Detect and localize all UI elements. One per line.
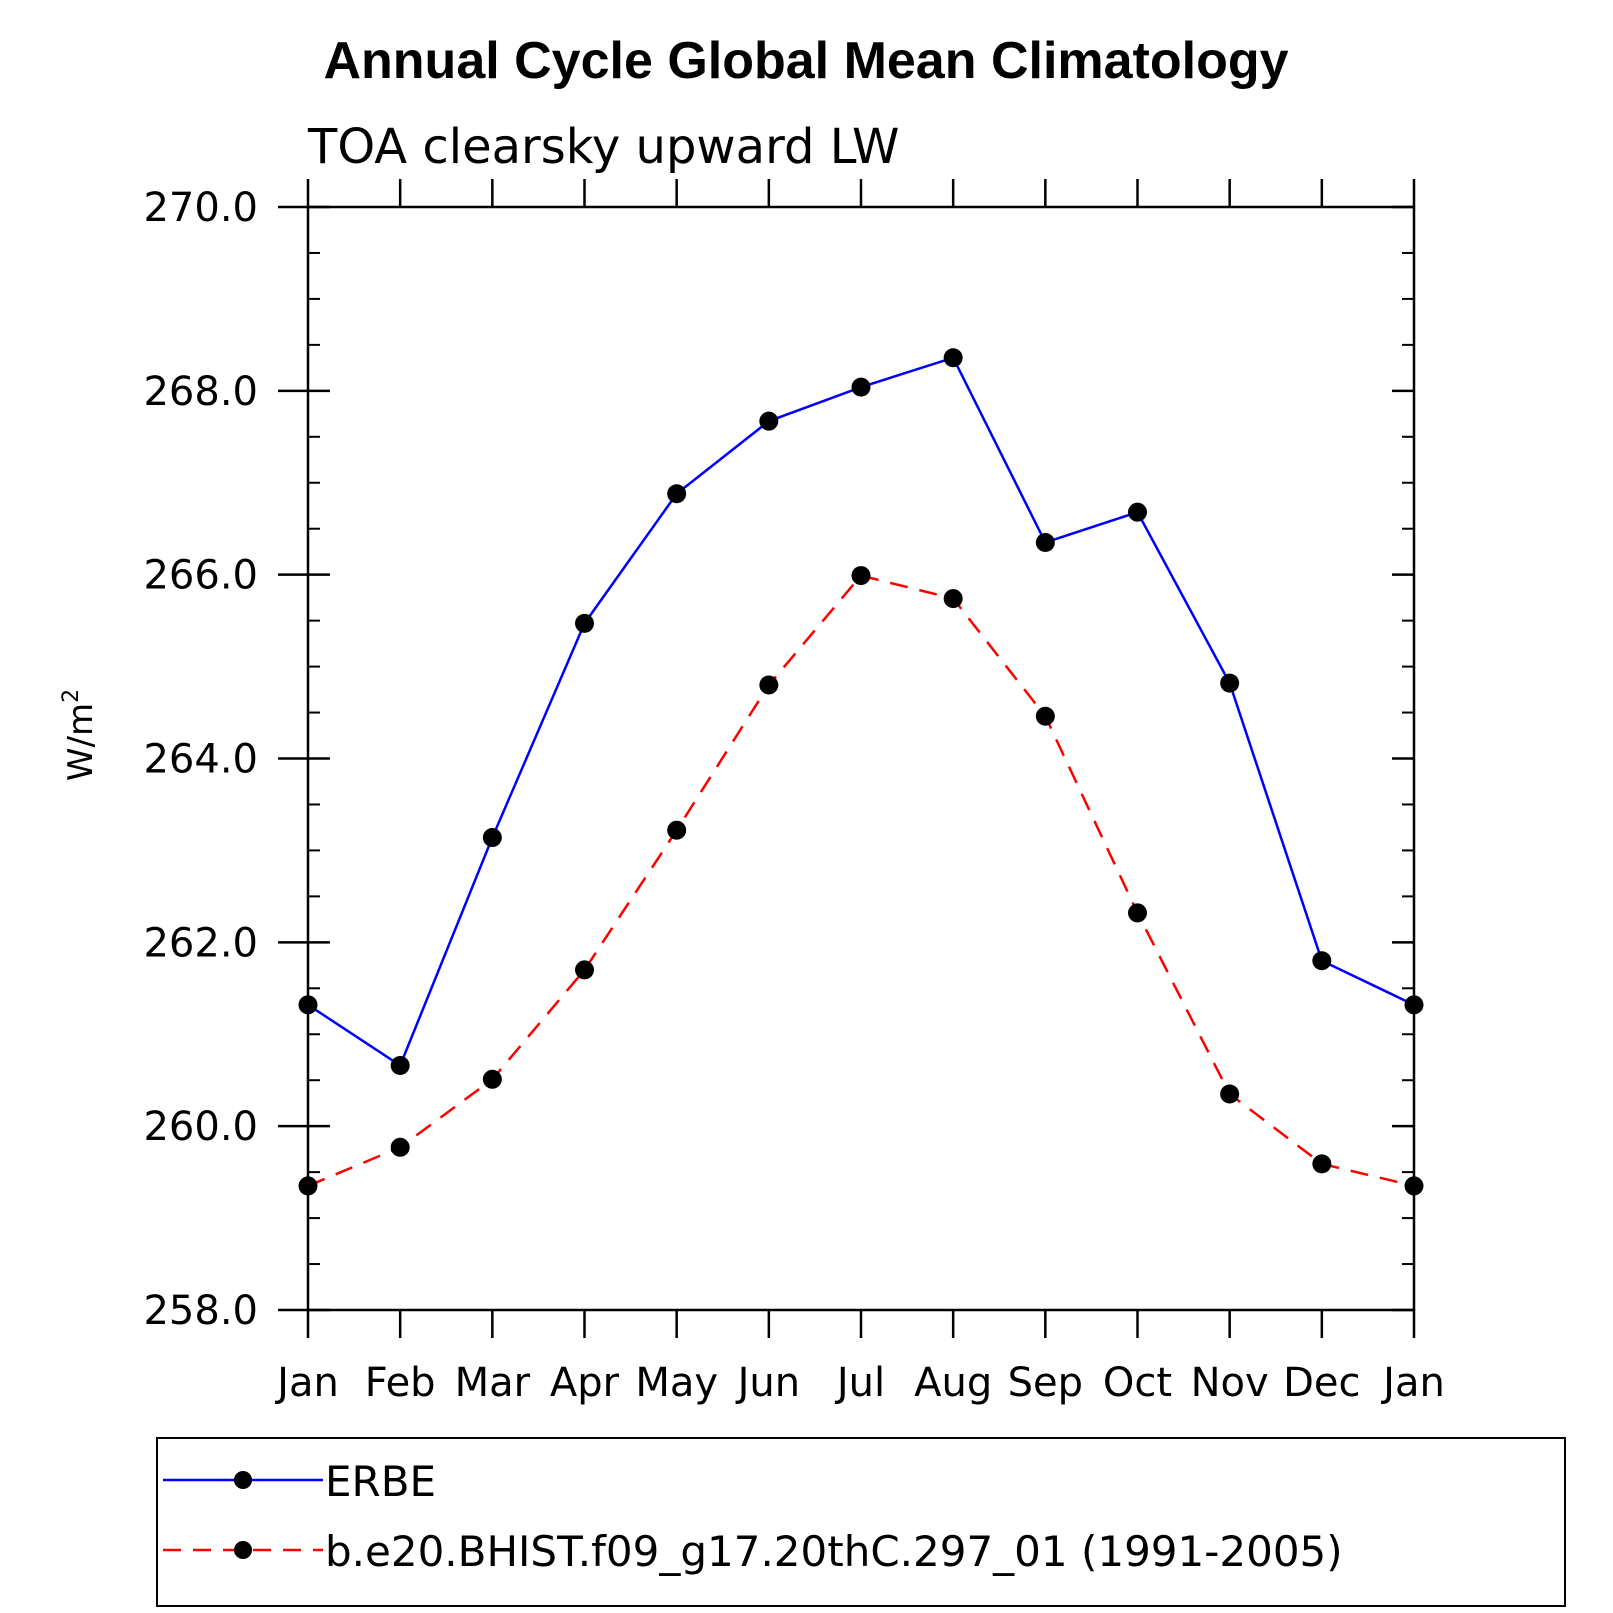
y-axis-label-base: W/m — [61, 703, 101, 781]
x-tick-label: Dec — [1283, 1360, 1360, 1406]
x-tick-label: Nov — [1191, 1360, 1269, 1406]
y-tick-label: 270.0 — [143, 185, 258, 231]
series-1-point — [575, 960, 594, 980]
series-0-point — [667, 484, 687, 504]
chart-subtitle: TOA clearsky upward LW — [307, 119, 900, 175]
series-0-point — [575, 613, 594, 633]
series-1-point — [298, 1176, 318, 1196]
chart-title: Annual Cycle Global Mean Climatology — [323, 32, 1288, 90]
series-0-point — [390, 1056, 410, 1076]
series-line-0 — [307, 356, 1415, 1068]
y-tick-label: 258.0 — [143, 1288, 258, 1334]
legend-marker-erbe — [234, 1471, 252, 1489]
series-0-point — [1312, 951, 1332, 971]
series-1-point — [1312, 1154, 1332, 1174]
y-tick-label: 260.0 — [143, 1104, 258, 1150]
series-1-point — [1404, 1176, 1424, 1196]
series-0-point — [1404, 995, 1424, 1015]
series-0-point — [1220, 673, 1240, 693]
series-0-point — [1128, 502, 1147, 522]
x-tick-label: May — [635, 1360, 718, 1406]
x-tick-label: Jul — [834, 1360, 885, 1406]
x-tick-label: Feb — [365, 1360, 436, 1406]
x-tick-label: Jun — [735, 1360, 801, 1406]
legend-label-erbe: ERBE — [325, 1457, 436, 1506]
y-axis-label-sup: 2 — [59, 689, 84, 703]
series-1-point — [1128, 903, 1147, 923]
x-tick-label: Aug — [914, 1360, 992, 1406]
x-tick-label: Jan — [1380, 1360, 1445, 1406]
x-tick-label: Jan — [274, 1360, 339, 1406]
x-tick-label: Mar — [455, 1360, 531, 1406]
y-axis-label: W/m2 — [59, 689, 101, 781]
series-1-point — [390, 1137, 410, 1157]
series-1-point — [759, 675, 779, 695]
y-tick-label: 264.0 — [143, 737, 258, 783]
series-0-point — [482, 828, 502, 848]
legend-label-model: b.e20.BHIST.f09_g17.20thC.297_01 (1991-2… — [325, 1527, 1343, 1576]
series-1-point — [1035, 706, 1055, 726]
series-1-point — [851, 566, 871, 586]
series-0-point — [1035, 532, 1055, 552]
legend-box — [156, 1437, 1566, 1607]
ticks-layer: 258.0 260.0 262.0 264.0 266.0 268.0 270.0 Jan Fe… — [143, 179, 1445, 1406]
series-layer — [298, 348, 1424, 1196]
series-0-point — [943, 348, 963, 368]
series-1-point — [943, 589, 963, 609]
series-0-point — [759, 411, 779, 431]
series-1-point — [482, 1069, 502, 1089]
y-tick-label: 262.0 — [143, 920, 258, 966]
svg-text:W/m2: W/m2 — [59, 689, 101, 781]
series-1-point — [1220, 1084, 1240, 1104]
x-tick-label: Sep — [1008, 1360, 1083, 1406]
x-tick-label: Apr — [550, 1360, 620, 1406]
series-1-point — [667, 820, 687, 840]
x-tick-label: Oct — [1103, 1360, 1172, 1406]
series-0-point — [298, 995, 318, 1015]
series-0-point — [851, 377, 871, 397]
plot-frame — [306, 205, 1416, 1312]
y-tick-label: 266.0 — [143, 553, 258, 599]
legend: ERBE b.e20.BHIST.f09_g17.20thC.297_01 (1… — [156, 1437, 1566, 1607]
legend-marker-model — [234, 1541, 252, 1559]
y-tick-label: 268.0 — [143, 369, 258, 415]
